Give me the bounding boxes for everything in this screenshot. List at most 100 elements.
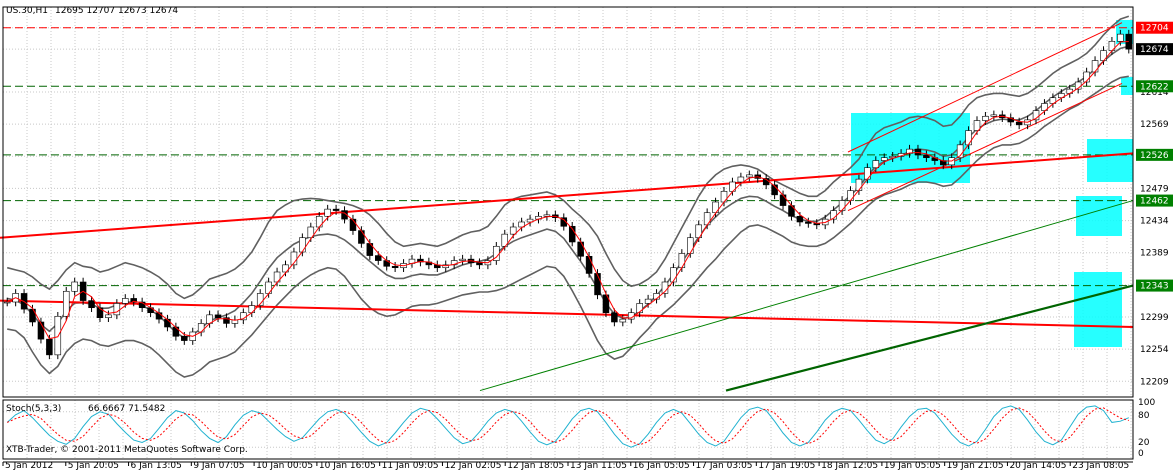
- bollinger-upper: [6, 15, 1130, 300]
- cyan-rectangle: [1074, 272, 1122, 347]
- price-bars: [3, 29, 1133, 360]
- x-tick-label: 19 Jan 05:05: [884, 461, 941, 471]
- indicator-pane-frame: [2, 399, 1134, 460]
- candle-body: [476, 262, 483, 266]
- candle-body: [779, 194, 787, 206]
- candle-body: [914, 148, 922, 156]
- candle-body: [1015, 121, 1023, 126]
- candle-body: [37, 321, 45, 340]
- candle-body: [855, 178, 863, 191]
- price-tag-label: 12462: [1140, 197, 1169, 207]
- candle-body: [872, 160, 880, 169]
- trend-line: [847, 82, 1123, 212]
- candle-body: [636, 303, 643, 314]
- candle-body: [299, 237, 306, 253]
- candle-body: [695, 224, 702, 239]
- price-tag-label: 12343: [1140, 282, 1169, 292]
- candle-body: [96, 307, 104, 319]
- grid: [2, 7, 1133, 459]
- candle-body: [62, 290, 70, 317]
- candle-body: [248, 305, 256, 314]
- candle-body: [805, 221, 812, 224]
- candle-body: [594, 273, 601, 296]
- moving-average: [6, 41, 1129, 340]
- price-tag-bg: [1136, 148, 1173, 161]
- indicator-label: Stoch(5,3,3): [6, 404, 61, 414]
- price-tag-bg: [1136, 21, 1173, 34]
- x-tick-label: 17 Jan 19:05: [758, 461, 815, 471]
- trend-lines: [0, 22, 1134, 392]
- x-tick-label: 11 Jan 09:05: [382, 461, 439, 471]
- candle-body: [518, 221, 525, 228]
- symbol-header: US.30,H1: [6, 6, 48, 16]
- trend-line: [847, 22, 1123, 153]
- candle-body: [358, 230, 365, 244]
- candle-body: [838, 200, 846, 211]
- candle-body: [122, 298, 129, 304]
- candle-body: [324, 208, 331, 217]
- candle-body: [459, 258, 466, 261]
- candle-body: [214, 314, 222, 319]
- price-tag-bg: [1136, 194, 1173, 207]
- candle-body: [197, 323, 205, 333]
- candle-body: [113, 303, 121, 316]
- candle-body: [796, 215, 804, 223]
- candle-body: [982, 115, 989, 121]
- trend-line: [0, 299, 1134, 328]
- x-tick-label: 23 Jan 08:05: [1072, 461, 1129, 471]
- horizontal-lines: [3, 27, 1133, 287]
- stoch-signal-line: [6, 407, 1129, 446]
- candle-body: [181, 335, 188, 341]
- stoch-level-80: 80: [1138, 411, 1150, 421]
- cyan-rectangle: [1076, 196, 1122, 236]
- candle-body: [687, 237, 694, 254]
- candle-body: [1032, 110, 1040, 121]
- candle-body: [560, 217, 568, 227]
- candle-body: [577, 241, 584, 257]
- candle-body: [509, 226, 517, 235]
- trend-line: [479, 200, 1134, 392]
- stoch-level-100: 100: [1138, 398, 1155, 408]
- candle-body: [1117, 33, 1124, 42]
- candle-body: [619, 318, 627, 323]
- y-tick-label: 12389: [1140, 249, 1169, 259]
- candle-body: [1066, 88, 1074, 94]
- stoch-level-20: 20: [1138, 438, 1150, 448]
- candle-body: [965, 130, 972, 146]
- candle-body: [130, 298, 137, 303]
- candle-body: [746, 174, 753, 178]
- price-tag-label: 12622: [1140, 82, 1169, 92]
- main-pane-frame: [2, 6, 1134, 398]
- price-tags: 12704 12674 12622 12526 12462 12343: [1136, 21, 1173, 292]
- candle-body: [611, 312, 618, 323]
- cyan-rectangle: [1087, 139, 1133, 182]
- candle-body: [990, 114, 998, 117]
- candle-body: [332, 208, 340, 211]
- candle-body: [46, 338, 53, 356]
- candle-body: [349, 218, 357, 231]
- price-tag-bg: [1136, 80, 1173, 93]
- copyright-text: XTB-Trader, © 2001-2011 MetaQuotes Softw…: [6, 445, 248, 455]
- x-tick-label: 6 Jan 13:05: [131, 461, 182, 471]
- candle-body: [973, 120, 981, 131]
- candle-body: [164, 318, 171, 328]
- x-tick-label: 5 Jan 2012: [5, 461, 53, 471]
- candle-body: [256, 293, 264, 306]
- candle-body: [54, 315, 62, 356]
- candle-body: [391, 265, 399, 269]
- stochastic-lines: [6, 405, 1129, 448]
- candle-body: [1091, 60, 1099, 73]
- candle-body: [543, 214, 551, 217]
- candle-body: [88, 300, 95, 309]
- candle-body: [172, 326, 180, 337]
- x-tick-label: 20 Jan 14:05: [1009, 461, 1066, 471]
- candle-body: [1041, 103, 1048, 111]
- price-tag-label: 12674: [1140, 45, 1169, 55]
- y-tick-label: 12254: [1140, 345, 1169, 355]
- stoch-level-0: 0: [1138, 449, 1144, 459]
- x-tick-label: 17 Jan 03:05: [696, 461, 753, 471]
- candle-body: [375, 255, 382, 261]
- candle-body: [105, 314, 112, 319]
- candle-body: [737, 176, 745, 183]
